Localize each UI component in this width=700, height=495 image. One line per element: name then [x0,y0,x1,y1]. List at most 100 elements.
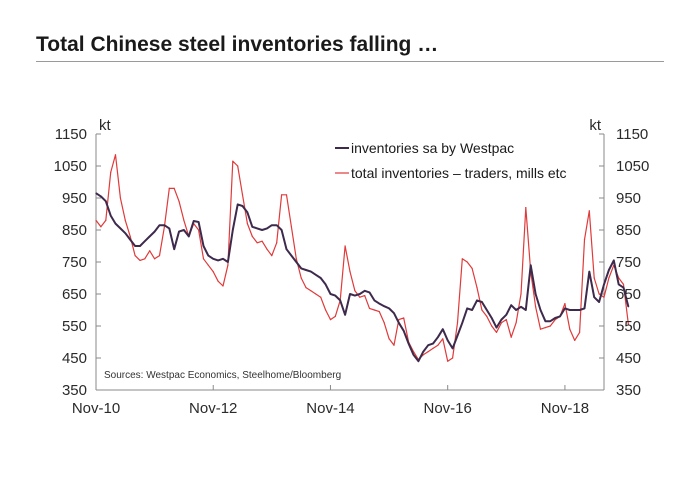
data-point-total [535,306,537,308]
data-point-westpac [114,223,117,225]
data-point-total [525,207,527,209]
data-point-total [603,296,605,298]
data-point-westpac [364,290,366,292]
data-point-westpac [251,226,253,228]
data-point-total [320,296,322,298]
data-point-total [173,187,175,189]
data-point-westpac [442,328,444,330]
data-point-westpac [237,203,239,205]
data-point-total [349,271,351,273]
data-point-westpac [339,299,341,301]
data-point-total [334,315,336,317]
data-point-westpac [295,261,297,263]
data-point-westpac [388,307,390,309]
data-point-total [310,290,312,292]
data-point-total [432,347,434,349]
data-point-westpac [334,295,336,297]
data-point-westpac [588,271,590,273]
data-point-total [110,171,112,173]
data-point-total [202,258,205,260]
data-point-total [305,287,307,289]
data-point-westpac [285,248,288,250]
data-point-westpac [412,354,415,356]
x-tick-label: Nov-14 [306,400,354,417]
data-point-westpac [408,343,410,345]
y-tick-label-left: 950 [62,190,87,207]
data-point-total [232,160,234,162]
data-point-total [149,250,151,252]
data-point-total [447,360,449,362]
data-point-total [134,255,136,257]
data-point-westpac [271,224,273,226]
data-point-westpac [393,312,395,314]
data-point-total [329,319,332,321]
y-unit-label-right: kt [589,117,602,134]
data-point-westpac [110,215,112,217]
data-point-westpac [456,335,459,337]
data-point-total [368,307,371,309]
data-point-westpac [422,351,424,353]
data-point-westpac [168,227,170,229]
data-point-westpac [403,330,405,332]
data-point-total [281,194,283,196]
data-point-westpac [579,309,581,311]
data-point-total [158,255,161,257]
data-point-westpac [276,224,278,226]
data-point-westpac [495,327,498,329]
data-point-westpac [417,360,419,362]
data-point-westpac [281,229,283,231]
data-point-westpac [222,258,224,260]
data-point-westpac [119,227,121,229]
y-tick-label-left: 850 [62,222,87,239]
y-tick-label-right: 1150 [616,126,648,143]
data-point-total [207,264,209,266]
data-point-westpac [261,229,263,231]
data-point-westpac [158,224,161,226]
data-point-total [388,338,390,340]
data-point-total [476,287,478,289]
data-point-total [539,328,542,330]
data-point-total [114,154,117,156]
data-point-total [183,219,185,221]
data-point-total [373,309,375,311]
data-point-total [261,240,263,242]
data-point-westpac [354,295,356,297]
data-point-total [217,280,219,282]
data-point-total [178,200,180,202]
data-point-total [246,223,248,225]
data-point-total [569,328,571,330]
x-tick-label: Nov-12 [189,400,237,417]
data-point-total [398,319,400,321]
data-point-total [579,331,581,333]
data-point-total [510,336,512,338]
x-tick-label: Nov-10 [72,400,120,417]
y-tick-label-left: 1050 [54,158,87,175]
data-point-total [354,290,356,292]
data-point-total [364,295,366,297]
data-point-westpac [525,309,527,311]
data-point-westpac [491,317,493,319]
data-point-total [256,242,258,244]
data-point-westpac [320,277,322,279]
title-divider [36,61,664,62]
data-point-total [359,296,361,298]
y-tick-label-right: 550 [616,318,641,335]
data-point-westpac [207,255,209,257]
data-point-total [212,271,214,273]
data-point-westpac [310,271,312,273]
data-point-westpac [173,248,175,250]
data-point-westpac [134,245,136,247]
data-point-total [452,357,454,359]
data-point-westpac [544,320,547,322]
data-point-total [139,259,141,261]
y-tick-label-right: 950 [616,190,641,207]
data-point-total [271,255,273,257]
y-tick-label-right: 850 [616,222,641,239]
data-point-westpac [383,305,385,307]
data-point-westpac [290,255,292,257]
data-point-total [466,261,468,263]
data-point-westpac [193,220,195,222]
y-tick-label-right: 650 [616,286,641,303]
series-line-westpac [95,192,630,363]
